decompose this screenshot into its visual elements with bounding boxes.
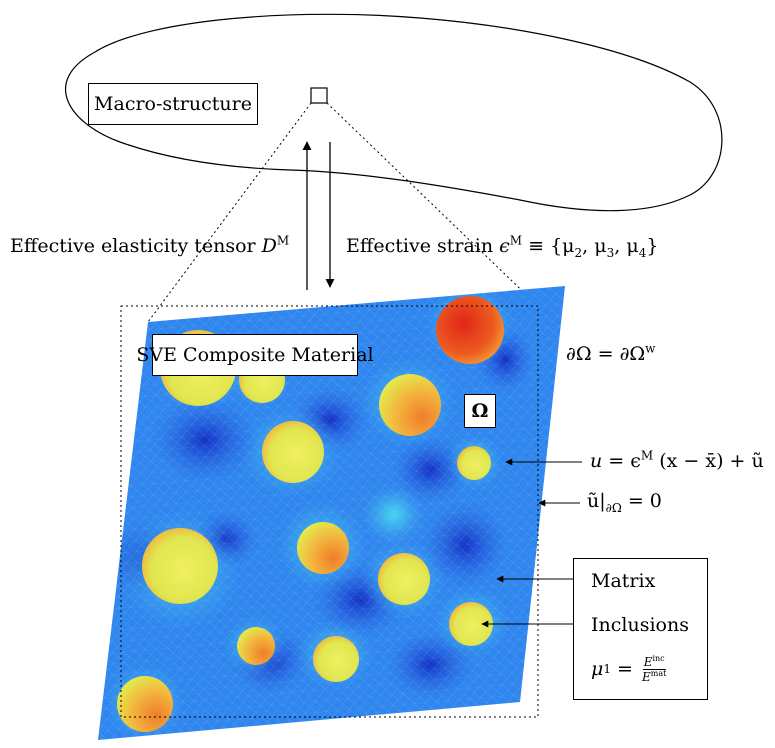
effective-elasticity-label: Effective elasticity tensor DM [10,233,290,257]
macro-structure-outline [64,13,723,212]
inclusion [379,374,441,436]
inclusion [142,528,218,604]
inclusion [378,553,430,605]
zoom-line-right [326,102,539,307]
sve-panel [98,286,565,740]
inclusion [297,522,349,574]
inclusion [237,627,275,665]
undeformed-boundary [120,305,539,718]
effective-strain-label: Effective strain ϵM ≡ {μ2, μ3, μ4} [346,233,659,260]
sve-title: SVE Composite Material [136,334,374,376]
contrast-fraction: Einc Emat [642,654,667,684]
zoom-line-left [147,102,312,323]
inclusion [457,446,491,480]
macro-structure-text: Macro-structure [94,93,252,115]
boundary-condition: ũ|∂Ω = 0 [587,490,662,515]
inclusion [436,296,504,364]
legend-inclusions: Inclusions [591,614,689,636]
inclusions [117,296,504,732]
inclusion [449,602,493,646]
inclusion [375,495,413,533]
zoom-square [310,87,328,104]
boundary-equation: ∂Ω = ∂Ωw [566,341,656,365]
inclusion [117,676,173,732]
domain-omega-label: Ω [464,394,496,428]
inclusion [262,421,324,483]
inclusion [313,636,359,682]
legend-matrix: Matrix [591,570,656,592]
macro-structure-label: Macro-structure [88,83,258,125]
displacement-equation: u = ϵM (x − x̄) + ũ [590,448,764,472]
